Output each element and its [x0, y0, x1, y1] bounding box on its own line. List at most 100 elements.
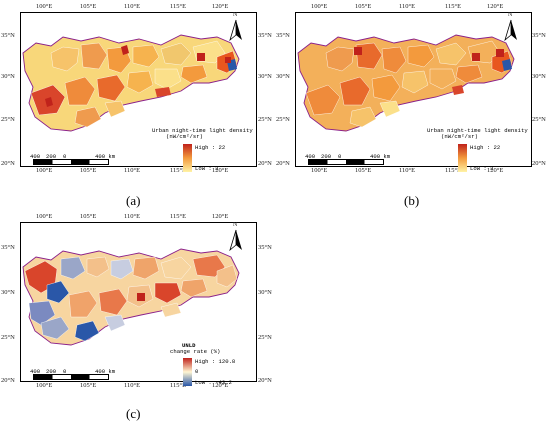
legend-high-label: High : 120.8 — [195, 358, 236, 365]
lat-tick: 20°N — [258, 160, 272, 167]
lon-tick: 110°E — [399, 3, 416, 10]
north-arrow-icon — [504, 19, 517, 42]
lat-tick: 35°N — [1, 244, 15, 251]
scale-label: 0 — [63, 153, 67, 160]
choropleth-map-a — [22, 34, 240, 132]
lon-tick: 115°E — [445, 167, 462, 174]
scale-label: 400 km — [95, 368, 116, 375]
lat-tick: 30°N — [258, 73, 272, 80]
lon-tick: 110°E — [399, 167, 416, 174]
lat-tick: 30°N — [1, 73, 15, 80]
lat-tick: 20°N — [258, 377, 272, 384]
north-label: N — [508, 12, 513, 18]
legend-color-ramp — [183, 358, 192, 386]
lat-tick: 35°N — [258, 244, 272, 251]
legend-unit: (nW/cm²/sr) — [166, 133, 203, 140]
lat-tick: 30°N — [532, 73, 546, 80]
lat-tick: 20°N — [276, 160, 290, 167]
lat-tick: 30°N — [1, 289, 15, 296]
lon-tick: 120°E — [487, 167, 504, 174]
scale-label: 0 — [63, 368, 67, 375]
lon-tick: 105°E — [80, 3, 97, 10]
choropleth-map-b — [297, 34, 515, 132]
legend-unit: (nW/cm²/sr) — [441, 133, 478, 140]
lon-tick: 115°E — [445, 3, 462, 10]
lat-tick: 25°N — [532, 116, 546, 123]
map-panel-c: 100°E 105°E 110°E 115°E 120°E 100°E 105°… — [0, 210, 275, 425]
lon-tick: 105°E — [355, 167, 372, 174]
scale-bar — [33, 374, 109, 380]
scale-label: 0 — [338, 153, 342, 160]
legend-title: UNLD — [182, 342, 196, 349]
lat-tick: 30°N — [276, 73, 290, 80]
lat-tick: 20°N — [532, 160, 546, 167]
lon-tick: 115°E — [170, 3, 187, 10]
lon-tick: 120°E — [212, 167, 229, 174]
lon-tick: 110°E — [124, 213, 141, 220]
lon-tick: 110°E — [124, 167, 141, 174]
lat-tick: 20°N — [1, 160, 15, 167]
lon-tick: 100°E — [36, 3, 53, 10]
lat-tick: 30°N — [258, 289, 272, 296]
panel-caption: (b) — [404, 193, 420, 208]
panel-caption: (a) — [126, 193, 141, 208]
lat-tick: 20°N — [1, 377, 15, 384]
lon-tick: 115°E — [170, 167, 187, 174]
scale-label: 400 — [30, 368, 41, 375]
lon-tick: 105°E — [80, 213, 97, 220]
choropleth-map-c — [22, 248, 240, 346]
scale-label: 200 — [46, 368, 57, 375]
scale-label: 400 — [30, 153, 41, 160]
lat-tick: 35°N — [276, 32, 290, 39]
lon-tick: 105°E — [80, 167, 97, 174]
map-panel-b: 100°E 105°E 110°E 115°E 120°E 100°E 105°… — [275, 0, 550, 215]
legend-title: Urban night-time light density — [152, 127, 253, 134]
lon-tick: 120°E — [212, 213, 229, 220]
map-panel-a: 100°E 105°E 110°E 115°E 120°E 100°E 105°… — [0, 0, 275, 215]
legend-low-label: Low : 2 — [195, 165, 219, 172]
north-arrow-icon — [229, 19, 242, 42]
lon-tick: 115°E — [170, 213, 187, 220]
lon-tick: 110°E — [124, 3, 141, 10]
scale-label: 200 — [321, 153, 332, 160]
legend-color-ramp — [183, 144, 192, 172]
lon-tick: 110°E — [124, 382, 141, 389]
lat-tick: 35°N — [1, 32, 15, 39]
lat-tick: 25°N — [258, 116, 272, 123]
lon-tick: 100°E — [311, 3, 328, 10]
lon-tick: 120°E — [487, 3, 504, 10]
legend-mid-label: 0 — [195, 368, 199, 375]
lon-tick: 100°E — [311, 167, 328, 174]
lon-tick: 100°E — [36, 382, 53, 389]
lon-tick: 120°E — [212, 382, 229, 389]
lon-tick: 100°E — [36, 167, 53, 174]
legend-unit: change rate (%) — [170, 348, 221, 355]
legend-title: Urban night-time light density — [427, 127, 528, 134]
lat-tick: 25°N — [258, 334, 272, 341]
scale-bar — [308, 159, 384, 165]
lon-tick: 115°E — [170, 382, 187, 389]
lat-tick: 25°N — [1, 116, 15, 123]
north-arrow-icon — [229, 229, 242, 252]
lon-tick: 120°E — [212, 3, 229, 10]
legend-low-label: Low : -43.2 — [195, 379, 232, 386]
north-label: N — [233, 12, 238, 18]
scale-label: 400 — [305, 153, 316, 160]
lat-tick: 25°N — [1, 334, 15, 341]
lon-tick: 105°E — [355, 3, 372, 10]
scale-label: 400 km — [370, 153, 391, 160]
scale-bar — [33, 159, 109, 165]
lat-tick: 35°N — [258, 32, 272, 39]
legend-color-ramp — [458, 144, 467, 172]
legend-low-label: Low : 2 — [470, 165, 494, 172]
lat-tick: 25°N — [276, 116, 290, 123]
panel-caption: (c) — [126, 406, 141, 421]
lon-tick: 105°E — [80, 382, 97, 389]
north-label: N — [233, 222, 238, 228]
scale-label: 200 — [46, 153, 57, 160]
lon-tick: 100°E — [36, 213, 53, 220]
scale-label: 400 km — [95, 153, 116, 160]
legend-high-label: High : 22 — [195, 144, 226, 151]
legend-high-label: High : 22 — [470, 144, 501, 151]
lat-tick: 35°N — [532, 32, 546, 39]
